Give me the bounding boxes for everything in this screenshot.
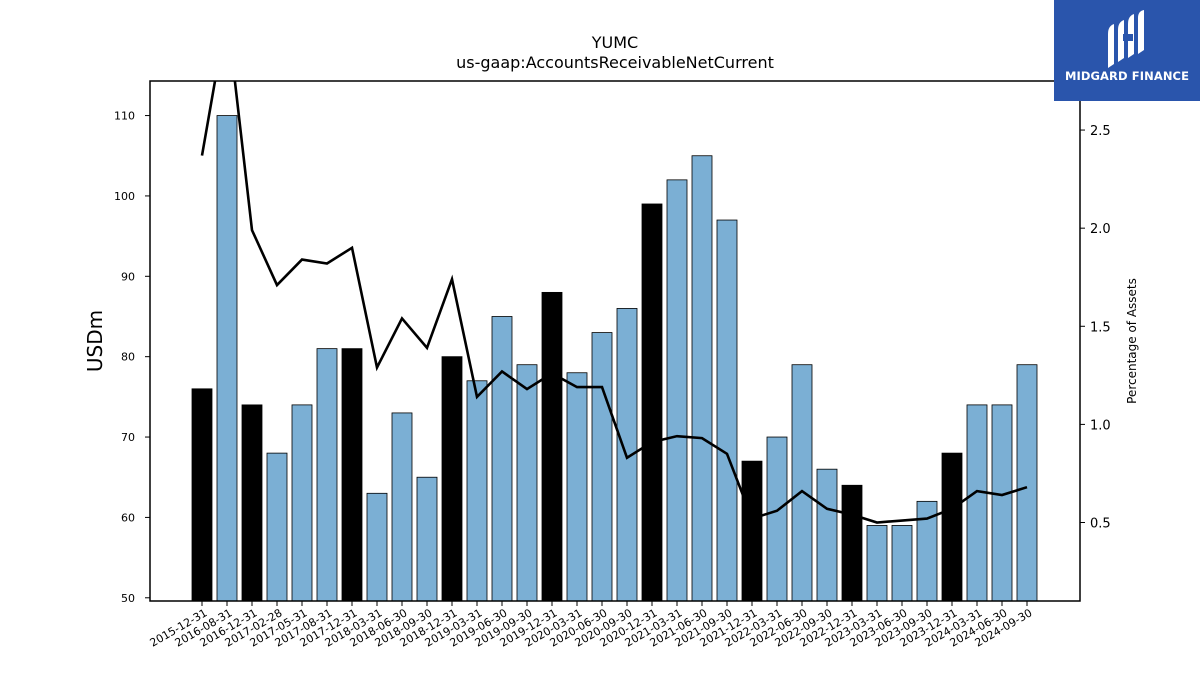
- y-tick-label: 70: [121, 431, 135, 444]
- bar: [441, 356, 463, 602]
- bar: [341, 348, 363, 602]
- bar: [316, 348, 338, 602]
- bar: [641, 203, 663, 602]
- bar: [366, 492, 388, 602]
- bar: [841, 484, 863, 602]
- bar: [991, 404, 1013, 602]
- percentage-line: [200, 81, 1028, 524]
- bar: [1016, 364, 1038, 602]
- bar: [866, 525, 888, 602]
- y2-tick-label: 1.0: [1090, 418, 1111, 433]
- bar: [791, 364, 813, 602]
- y2-tick-label: 2.5: [1090, 124, 1111, 139]
- bar: [241, 404, 263, 602]
- y-axis-label: USDm: [83, 310, 107, 372]
- bar: [566, 372, 588, 602]
- bar: [941, 452, 963, 602]
- bar: [666, 179, 688, 602]
- bar: [766, 436, 788, 602]
- y-tick-label: 50: [121, 592, 135, 605]
- bar: [816, 468, 838, 602]
- y2-tick-label: 0.5: [1090, 517, 1111, 532]
- y-axis-left: 50 60 70 80 90 100 110: [114, 110, 150, 605]
- bar: [591, 332, 613, 602]
- y2-axis-label: Percentage of Assets: [1125, 278, 1139, 404]
- bar: [191, 388, 213, 602]
- y-tick-label: 100: [114, 190, 135, 203]
- bar: [291, 404, 313, 602]
- y-tick-label: 110: [114, 110, 135, 123]
- midgard-m-logo-icon: [1108, 10, 1144, 68]
- bar: [266, 452, 288, 602]
- y-tick-label: 90: [121, 270, 135, 283]
- bar: [691, 155, 713, 602]
- brand-name: MIDGARD FINANCE: [1064, 69, 1190, 83]
- bar: [491, 316, 513, 602]
- bar: [216, 115, 238, 602]
- y-axis-right: 0.5 1.0 1.5 2.0 2.5: [1080, 124, 1111, 532]
- chart-subtitle: us-gaap:AccountsReceivableNetCurrent: [456, 53, 774, 72]
- y2-tick-label: 1.5: [1090, 320, 1111, 335]
- bar: [541, 291, 563, 602]
- bar: [741, 460, 763, 602]
- bar: [966, 404, 988, 602]
- bar-series: [191, 115, 1038, 602]
- bar: [716, 219, 738, 602]
- y-tick-label: 80: [121, 351, 135, 364]
- y-tick-label: 60: [121, 511, 135, 524]
- bar: [516, 364, 538, 602]
- bar: [466, 380, 488, 602]
- plot-frame: [149, 80, 1081, 602]
- brand-logo: MIDGARD FINANCE: [1054, 0, 1200, 101]
- y2-tick-label: 2.0: [1090, 222, 1111, 237]
- bar: [391, 412, 413, 602]
- bar: [891, 525, 913, 602]
- line-series: [200, 81, 1028, 524]
- bar: [416, 476, 438, 602]
- x-axis: 2015-12-312016-08-312016-12-312017-02-28…: [148, 601, 1035, 650]
- chart-title: YUMC: [591, 33, 639, 52]
